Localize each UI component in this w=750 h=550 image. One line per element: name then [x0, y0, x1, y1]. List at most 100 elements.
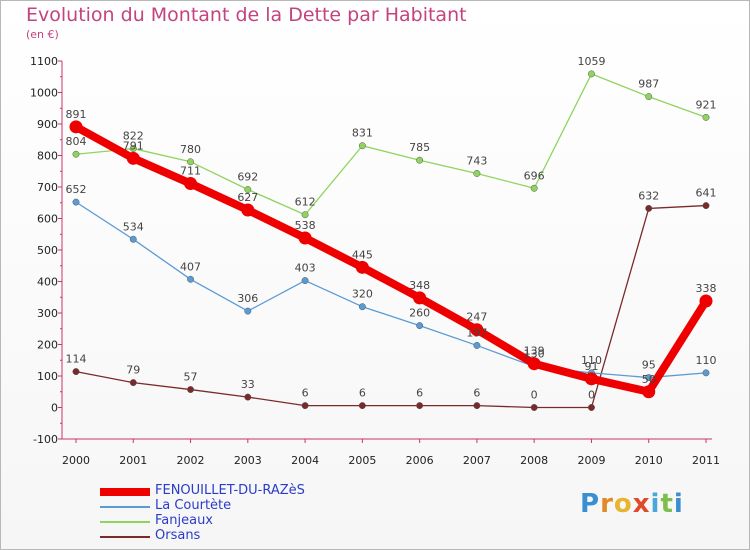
series-point [473, 341, 481, 349]
series-point [129, 145, 137, 153]
data-label: 407 [180, 260, 201, 273]
legend-swatch [100, 488, 150, 496]
y-tick-label: 900 [37, 118, 58, 131]
data-label: 987 [638, 78, 659, 91]
data-label: 0 [588, 389, 595, 402]
series-point [72, 368, 80, 376]
data-label: 780 [180, 143, 201, 156]
legend-swatch [100, 536, 150, 538]
series-point [187, 386, 194, 393]
y-tick-label: 0 [51, 402, 58, 415]
series-point [244, 186, 252, 193]
series-point [72, 150, 80, 158]
series-line [75, 204, 707, 409]
data-label: 247 [466, 311, 487, 324]
data-label: 110 [696, 354, 717, 367]
series-point [416, 402, 424, 410]
series-point [530, 184, 538, 192]
x-tick-label: 2006 [406, 454, 434, 467]
data-label: 534 [123, 220, 144, 233]
y-tick-label: 600 [37, 213, 58, 226]
data-label: 403 [295, 262, 316, 275]
chart-unit-label: (en €) [26, 28, 59, 41]
data-label: 6 [359, 387, 366, 400]
logo-letter: t [660, 489, 674, 519]
data-label: 348 [409, 279, 430, 292]
y-tick-label: 700 [37, 181, 58, 194]
data-label: 6 [302, 387, 309, 400]
legend-item: La Courtète [100, 498, 360, 514]
proxiti-logo: Proxiti [580, 489, 684, 519]
data-label: 0 [531, 389, 538, 402]
data-label: 538 [295, 219, 316, 232]
series-point [645, 93, 653, 101]
series-point [702, 369, 710, 377]
series-point [645, 204, 653, 212]
series-point [358, 303, 366, 311]
data-label: 130 [524, 348, 545, 361]
data-label: 114 [66, 353, 87, 366]
data-label: 921 [696, 98, 717, 111]
series-point [702, 113, 710, 121]
series-point [699, 294, 713, 308]
series-point [642, 385, 656, 399]
series-line [75, 201, 707, 379]
logo-letter: x [632, 489, 651, 519]
series-point [530, 404, 538, 411]
x-tick-label: 2008 [520, 454, 548, 467]
series-point [187, 275, 194, 283]
series-point [301, 211, 309, 219]
series-point [129, 235, 137, 243]
legend-item: FENOUILLET-DU-RAZèS [100, 483, 360, 499]
logo-letter: P [580, 489, 601, 519]
data-label: 91 [584, 360, 598, 373]
y-tick-label: 400 [37, 276, 58, 289]
series-point [470, 323, 484, 337]
series-point [126, 151, 140, 165]
x-tick-label: 2011 [692, 454, 720, 467]
data-label: 57 [184, 371, 198, 384]
y-tick-label: -100 [33, 433, 58, 446]
data-label: 6 [416, 387, 423, 400]
series-point [584, 372, 598, 386]
data-label: 652 [66, 183, 87, 196]
data-label: 696 [524, 169, 545, 182]
chart-title: Evolution du Montant de la Dette par Hab… [26, 4, 467, 26]
x-tick-label: 2002 [177, 454, 205, 467]
data-label: 785 [409, 141, 430, 154]
logo-letter: r [600, 489, 614, 519]
data-label: 260 [409, 307, 430, 320]
x-tick-label: 2000 [62, 454, 90, 467]
data-label: 692 [237, 171, 258, 184]
y-tick-label: 1100 [30, 55, 58, 68]
series-point [473, 170, 481, 177]
series-point [187, 158, 194, 166]
series-point [588, 70, 595, 78]
logo-letter: i [673, 489, 684, 519]
data-label: 110 [581, 354, 602, 367]
series-point [358, 142, 366, 150]
data-label: 831 [352, 127, 373, 140]
x-tick-label: 2009 [577, 454, 605, 467]
series-point [72, 198, 80, 206]
series-line [75, 73, 707, 216]
x-tick-label: 2004 [291, 454, 319, 467]
legend-label: FENOUILLET-DU-RAZèS [155, 483, 305, 498]
legend-swatch [100, 521, 150, 523]
logo-letter: i [650, 489, 661, 519]
series-point [358, 402, 366, 410]
series-point [416, 156, 424, 164]
x-tick-label: 2003 [234, 454, 262, 467]
data-label: 612 [295, 196, 316, 209]
legend-label: Orsans [155, 528, 201, 543]
y-tick-label: 300 [37, 307, 58, 320]
data-label: 1059 [577, 55, 605, 68]
series-point [413, 291, 427, 305]
y-tick-label: 200 [37, 339, 58, 352]
series-point [301, 402, 309, 410]
data-label: 6 [473, 387, 480, 400]
legend-item: Orsans [100, 528, 360, 544]
legend-label: La Courtète [155, 498, 232, 513]
series-point [129, 379, 137, 387]
